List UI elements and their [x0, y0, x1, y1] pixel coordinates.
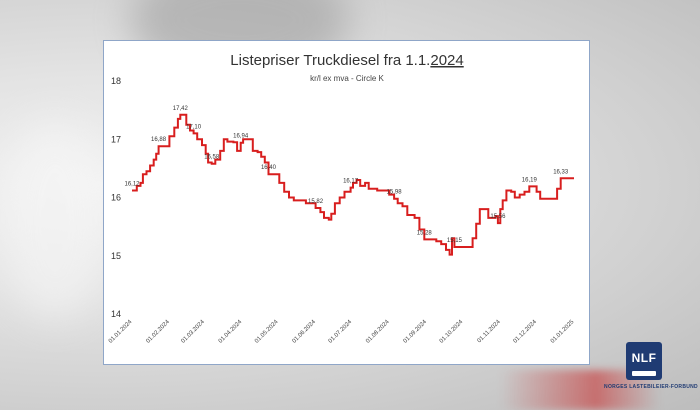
- nlf-logo: NLF NORGES LASTEBILEIER-FORBUND: [604, 342, 698, 400]
- data-labels: 16,12 16,88 17,42 17,10 16,58 16,94 16,40 15,82…: [124, 106, 568, 244]
- data-label: 16,33: [553, 169, 569, 175]
- x-axis: 01.01.2024 01.02.2024 01.03.2024 01.04.2024…: [108, 319, 576, 345]
- x-tick-label: 01.09.2024: [403, 319, 429, 345]
- y-axis: 14 15 16 17 18: [111, 76, 121, 319]
- x-tick-label: 01.03.2024: [180, 319, 206, 345]
- x-tick-label: 01.10.2024: [439, 319, 465, 345]
- data-label: 15,28: [417, 230, 433, 236]
- x-tick-label: 01.06.2024: [291, 319, 317, 345]
- y-tick-label: 15: [111, 251, 121, 261]
- x-tick-label: 01.01.2024: [108, 319, 134, 345]
- chart-panel: Listepriser Truckdiesel fra 1.1.2024 kr/…: [103, 40, 590, 365]
- background-blur-light: [0, 120, 110, 320]
- data-label: 17,42: [173, 106, 189, 112]
- x-tick-label: 01.11.2024: [477, 319, 503, 345]
- x-tick-label: 01.02.2024: [145, 319, 171, 345]
- data-label: 16,94: [233, 134, 249, 140]
- price-series-line: [132, 113, 574, 256]
- chart-title: Listepriser Truckdiesel fra 1.1.2024: [230, 52, 463, 69]
- data-label: 17,10: [186, 124, 202, 130]
- logo-letters: NLF: [631, 351, 657, 365]
- data-label: 16,58: [204, 155, 220, 161]
- data-label: 16,40: [261, 165, 277, 171]
- data-label: 16,17: [343, 179, 359, 185]
- x-tick-label: 01.07.2024: [328, 319, 354, 345]
- y-tick-label: 18: [111, 76, 121, 86]
- logo-badge: NLF: [626, 342, 662, 380]
- truck-icon: [632, 371, 656, 376]
- logo-tagline: NORGES LASTEBILEIER-FORBUND: [604, 384, 698, 390]
- y-tick-label: 14: [111, 309, 121, 319]
- price-line-chart: Listepriser Truckdiesel fra 1.1.2024 kr/…: [108, 52, 576, 345]
- data-label: 15,56: [490, 214, 506, 220]
- chart-title-year: 2024: [430, 52, 463, 69]
- y-tick-label: 16: [111, 193, 121, 203]
- y-tick-label: 17: [111, 134, 121, 144]
- x-tick-label: 01.05.2024: [254, 319, 280, 345]
- chart-subtitle: kr/l ex mva - Circle K: [310, 74, 384, 83]
- x-tick-label: 01.08.2024: [365, 319, 391, 345]
- data-label: 15,15: [447, 238, 463, 244]
- x-tick-label: 01.04.2024: [218, 319, 244, 345]
- data-label: 16,19: [522, 177, 538, 183]
- data-label: 15,82: [308, 199, 324, 205]
- data-label: 16,12: [124, 182, 140, 188]
- data-label: 15,98: [387, 190, 403, 196]
- data-label: 16,88: [151, 137, 167, 143]
- x-tick-label: 01.01.2025: [550, 319, 576, 345]
- x-tick-label: 01.12.2024: [512, 319, 538, 345]
